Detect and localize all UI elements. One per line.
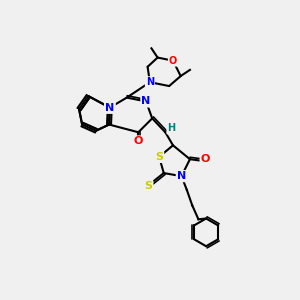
Text: N: N bbox=[146, 77, 154, 87]
Text: N: N bbox=[105, 103, 115, 112]
Text: N: N bbox=[141, 96, 151, 106]
Text: N: N bbox=[105, 103, 115, 112]
Text: O: O bbox=[201, 154, 210, 164]
Text: S: S bbox=[144, 181, 152, 191]
Text: N: N bbox=[177, 171, 186, 181]
Text: O: O bbox=[134, 136, 143, 146]
Text: S: S bbox=[155, 152, 163, 162]
Text: H: H bbox=[167, 123, 175, 134]
Text: O: O bbox=[169, 56, 177, 66]
